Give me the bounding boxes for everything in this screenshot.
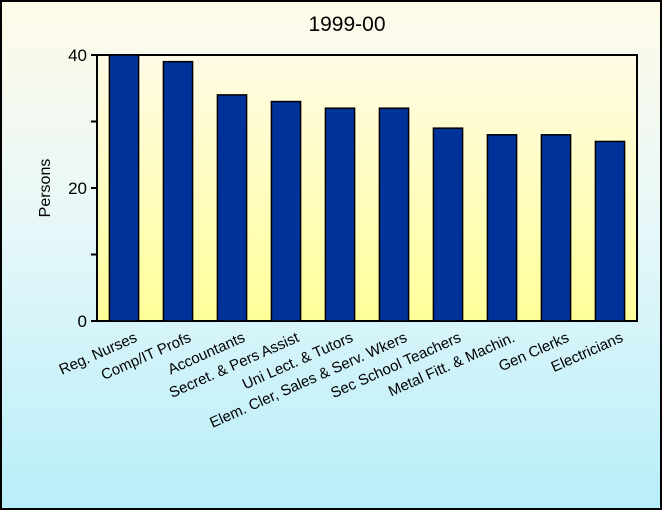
bar [216,94,248,322]
y-tick-label: 40 [68,46,87,65]
y-axis-label: Persons [37,159,54,218]
bars [108,54,626,322]
bar [162,60,194,322]
bar [486,134,518,322]
chart-title: 1999-00 [308,13,385,36]
bar [594,140,626,322]
bar [540,134,572,322]
bar [378,107,410,322]
bar [324,107,356,322]
y-tick-label: 0 [78,312,87,331]
bar [270,100,302,322]
y-axis-ticks: 0 20 40 [68,46,97,331]
bar [432,127,464,322]
bar [108,54,140,322]
y-tick-label: 20 [68,179,87,198]
